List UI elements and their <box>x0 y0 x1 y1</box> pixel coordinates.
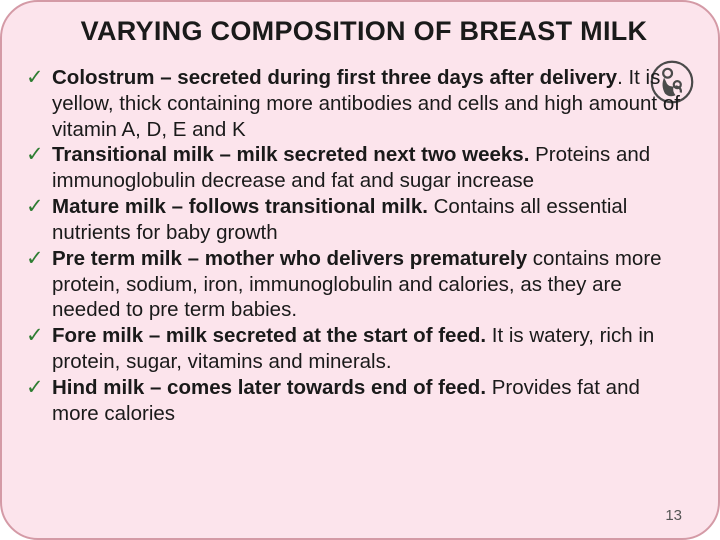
check-icon: ✓ <box>26 65 44 91</box>
check-icon: ✓ <box>26 323 44 349</box>
check-icon: ✓ <box>26 246 44 272</box>
item-bold: Mature milk – follows transitional milk. <box>52 195 428 218</box>
list-item: ✓ Fore milk – milk secreted at the start… <box>30 323 690 375</box>
item-bold: Hind milk – comes later towards end of f… <box>52 376 486 399</box>
list-item: ✓ Pre term milk – mother who delivers pr… <box>30 246 690 323</box>
check-icon: ✓ <box>26 142 44 168</box>
page-title: VARYING COMPOSITION OF BREAST MILK <box>24 16 696 47</box>
item-bold: Transitional milk – milk secreted next t… <box>52 143 529 166</box>
bullet-list: ✓ Colostrum – secreted during first thre… <box>24 65 696 427</box>
check-icon: ✓ <box>26 194 44 220</box>
page-number: 13 <box>665 507 682 524</box>
list-item: ✓ Hind milk – comes later towards end of… <box>30 375 690 427</box>
list-item: ✓ Colostrum – secreted during first thre… <box>30 65 690 142</box>
check-icon: ✓ <box>26 375 44 401</box>
list-item: ✓ Mature milk – follows transitional mil… <box>30 194 690 246</box>
slide-container: VARYING COMPOSITION OF BREAST MILK ✓ Col… <box>0 0 720 540</box>
list-item: ✓ Transitional milk – milk secreted next… <box>30 142 690 194</box>
item-bold: Fore milk – milk secreted at the start o… <box>52 324 486 347</box>
item-bold: Pre term milk – mother who delivers prem… <box>52 247 527 270</box>
item-bold: Colostrum – secreted during first three … <box>52 66 617 89</box>
